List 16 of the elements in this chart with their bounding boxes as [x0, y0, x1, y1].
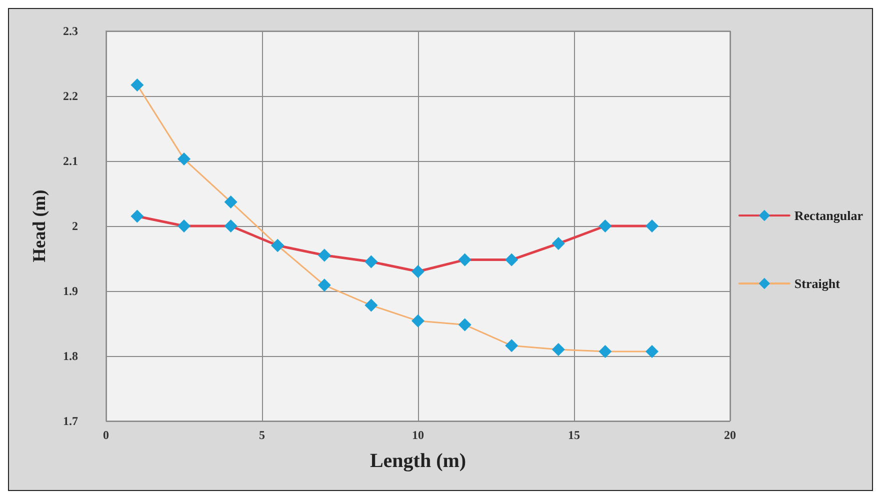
- y-tick-label: 2.1: [63, 154, 78, 168]
- y-tick-label: 2.3: [63, 24, 78, 38]
- x-tick-label: 0: [103, 428, 109, 442]
- x-tick-label: 15: [568, 428, 580, 442]
- x-axis-title: Length (m): [370, 450, 466, 472]
- legend-label: Straight: [794, 276, 841, 291]
- y-tick-label: 2.2: [63, 89, 78, 103]
- y-tick-label: 1.8: [63, 349, 78, 363]
- x-tick-label: 20: [724, 428, 736, 442]
- y-tick-label: 2: [72, 219, 78, 233]
- y-tick-label: 1.7: [63, 414, 78, 428]
- y-axis-title: Head (m): [29, 190, 49, 262]
- y-tick-label: 1.9: [63, 284, 78, 298]
- legend-label: Rectangular: [794, 208, 864, 223]
- x-tick-label: 5: [259, 428, 265, 442]
- x-tick-label: 10: [412, 428, 424, 442]
